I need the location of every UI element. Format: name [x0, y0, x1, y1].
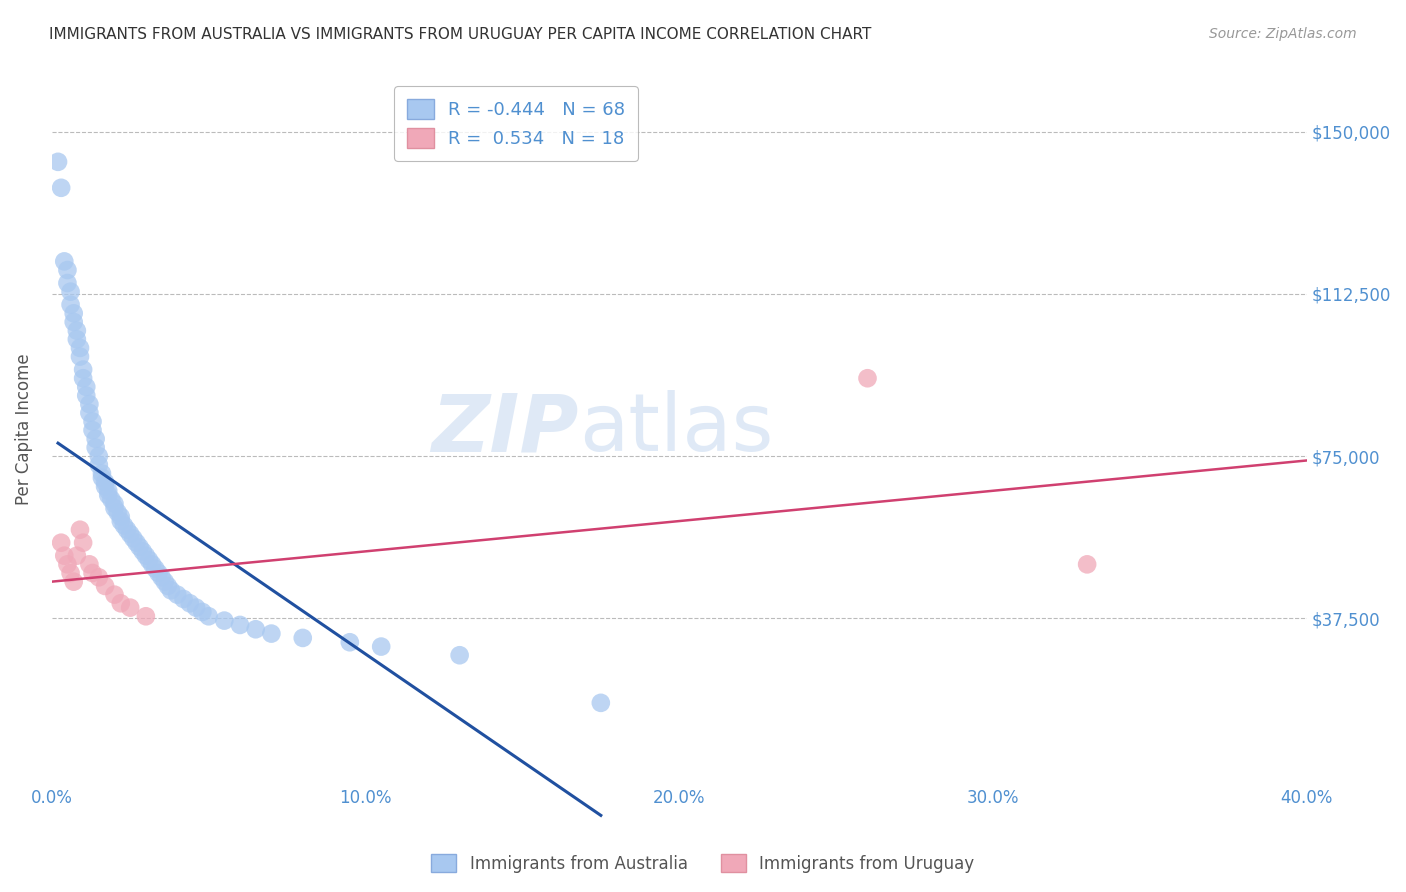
Point [115, 523, 138, 537]
Point [138, 553, 160, 567]
Text: Source: ZipAtlas.com: Source: ZipAtlas.com [1209, 27, 1357, 41]
Point [87, 458, 110, 472]
Point [179, 596, 201, 610]
Point [87, 449, 110, 463]
Y-axis label: Per Capita Income: Per Capita Income [15, 353, 32, 505]
Point [84, 441, 107, 455]
Point [135, 549, 157, 563]
Point [51, 535, 73, 549]
Point [94, 475, 117, 489]
Point [69, 341, 91, 355]
Point [94, 479, 117, 493]
Point [449, 648, 471, 663]
Point [125, 535, 148, 549]
Point [72, 535, 94, 549]
Point [112, 518, 135, 533]
Point [339, 635, 361, 649]
Point [122, 532, 145, 546]
Point [82, 566, 104, 580]
Point [66, 324, 89, 338]
Point [62, 306, 84, 320]
Point [84, 432, 107, 446]
Point [62, 315, 84, 329]
Point [1076, 558, 1098, 572]
Legend: R = -0.444   N = 68, R =  0.534   N = 18: R = -0.444 N = 68, R = 0.534 N = 18 [394, 87, 638, 161]
Point [370, 640, 392, 654]
Point [94, 579, 117, 593]
Point [69, 523, 91, 537]
Legend: Immigrants from Australia, Immigrants from Uruguay: Immigrants from Australia, Immigrants fr… [425, 847, 981, 880]
Point [120, 600, 142, 615]
Point [110, 509, 132, 524]
Point [91, 467, 114, 481]
Point [91, 471, 114, 485]
Point [132, 544, 155, 558]
Point [166, 588, 188, 602]
Point [79, 406, 101, 420]
Point [856, 371, 879, 385]
Point [141, 558, 163, 572]
Point [53, 254, 76, 268]
Point [128, 540, 150, 554]
Point [59, 285, 82, 299]
Point [75, 380, 97, 394]
Point [51, 181, 73, 195]
Point [79, 397, 101, 411]
Point [82, 415, 104, 429]
Text: IMMIGRANTS FROM AUSTRALIA VS IMMIGRANTS FROM URUGUAY PER CAPITA INCOME CORRELATI: IMMIGRANTS FROM AUSTRALIA VS IMMIGRANTS … [49, 27, 872, 42]
Point [103, 497, 125, 511]
Point [82, 423, 104, 437]
Point [59, 298, 82, 312]
Point [56, 263, 79, 277]
Point [46, 154, 69, 169]
Point [72, 371, 94, 385]
Point [103, 588, 125, 602]
Point [107, 505, 129, 519]
Point [260, 626, 283, 640]
Point [97, 488, 120, 502]
Point [143, 562, 166, 576]
Point [103, 501, 125, 516]
Point [160, 583, 183, 598]
Point [110, 514, 132, 528]
Point [184, 600, 207, 615]
Point [214, 614, 236, 628]
Point [53, 549, 76, 563]
Point [56, 276, 79, 290]
Point [79, 558, 101, 572]
Point [62, 574, 84, 589]
Point [110, 596, 132, 610]
Point [135, 609, 157, 624]
Point [229, 618, 252, 632]
Point [156, 579, 179, 593]
Point [291, 631, 314, 645]
Point [589, 696, 612, 710]
Point [69, 350, 91, 364]
Point [197, 609, 219, 624]
Point [59, 566, 82, 580]
Point [72, 362, 94, 376]
Point [148, 566, 170, 580]
Point [66, 332, 89, 346]
Text: atlas: atlas [579, 390, 773, 468]
Point [66, 549, 89, 563]
Point [100, 492, 122, 507]
Point [97, 483, 120, 498]
Point [191, 605, 214, 619]
Text: ZIP: ZIP [432, 390, 579, 468]
Point [173, 591, 195, 606]
Point [75, 388, 97, 402]
Point [245, 622, 267, 636]
Point [120, 527, 142, 541]
Point [150, 570, 173, 584]
Point [56, 558, 79, 572]
Point [87, 570, 110, 584]
Point [153, 574, 176, 589]
